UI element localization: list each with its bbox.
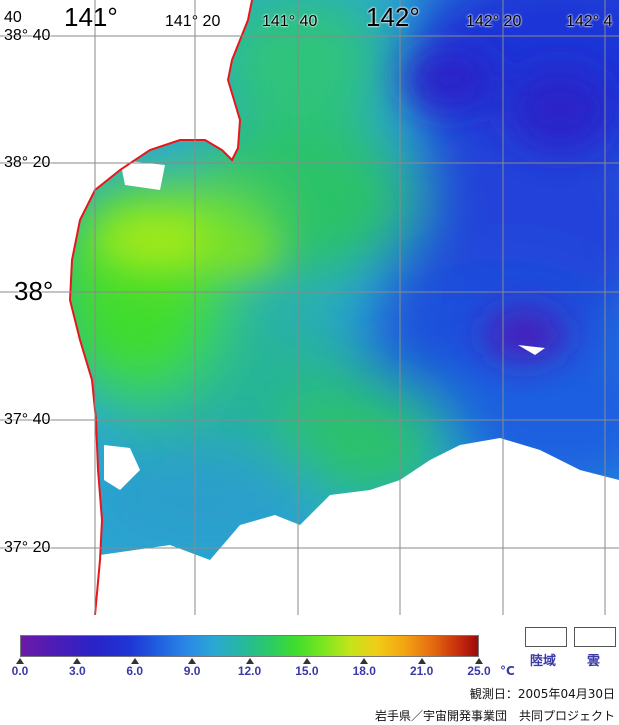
lon-label-142-40: 142° 4	[566, 13, 613, 30]
cloud-swatch	[574, 627, 616, 647]
land-swatch	[525, 627, 567, 647]
colorbar-tick-label: 3.0	[69, 664, 86, 678]
lon-label-partial: 40	[4, 9, 22, 26]
colorbar-tick	[475, 658, 483, 664]
colorbar-tick-label: 9.0	[183, 664, 201, 678]
cloud-patch-coast	[104, 445, 140, 490]
cloud-area-south	[95, 438, 619, 615]
cloud-label: 雲	[587, 654, 601, 669]
colorbar-tick-label: 6.0	[126, 664, 144, 678]
colorbar-tick-label: 18.0	[352, 664, 376, 678]
colorbar-tick	[188, 658, 197, 664]
land-area	[0, 0, 252, 615]
lon-label-142: 142°	[366, 2, 420, 32]
cloud-speck	[518, 345, 545, 355]
lat-label-38-20: 38° 20	[4, 154, 51, 171]
colorbar-tick	[417, 658, 426, 664]
temperature-colorbar	[20, 635, 479, 657]
colorbar-tick-label: 12.0	[237, 664, 262, 678]
lat-label-37-20: 37° 20	[4, 539, 51, 556]
observation-date: 観測日：2005年04月30日	[469, 687, 615, 701]
lon-label-142-20: 142° 20	[466, 13, 522, 30]
lat-label-37-40: 37° 40	[4, 411, 51, 428]
lon-label-141-20: 141° 20	[165, 13, 221, 30]
colorbar-tick	[16, 658, 24, 664]
colorbar-tick	[130, 658, 139, 664]
land-label: 陸域	[530, 654, 557, 669]
sea-surface-temperature-map: 40 141° 141° 20 141° 40 142° 142° 20 142…	[0, 0, 619, 615]
map-legend: 0.0 3.0 6.0 9.0 12.0 15.0 18.0 21.0 25.0 °C 陸域 雲…	[0, 615, 619, 725]
colorbar-tick	[302, 658, 311, 664]
lon-label-141-40: 141° 40	[262, 13, 318, 30]
colorbar-tick-label: 15.0	[295, 664, 319, 678]
lat-label-38: 38°	[14, 276, 54, 306]
colorbar-tick-label: 21.0	[409, 664, 434, 678]
colorbar-tick	[360, 658, 369, 664]
temperature-unit: °C	[500, 664, 515, 678]
colorbar-tick	[73, 658, 82, 664]
colorbar-tick-label: 25.0	[467, 664, 491, 678]
graticule	[0, 0, 619, 615]
lon-label-141: 141°	[64, 2, 118, 32]
lat-label-38-40: 38° 40	[4, 27, 51, 44]
colorbar-tick	[245, 658, 254, 664]
sea-temperature-field	[70, 0, 619, 615]
cloud-patch-north	[120, 160, 165, 190]
map-canvas	[0, 0, 619, 615]
colorbar-tick-label: 0.0	[11, 664, 29, 678]
credit-line: 岩手県／宇宙開発事業団 共同プロジェクト	[374, 709, 615, 723]
